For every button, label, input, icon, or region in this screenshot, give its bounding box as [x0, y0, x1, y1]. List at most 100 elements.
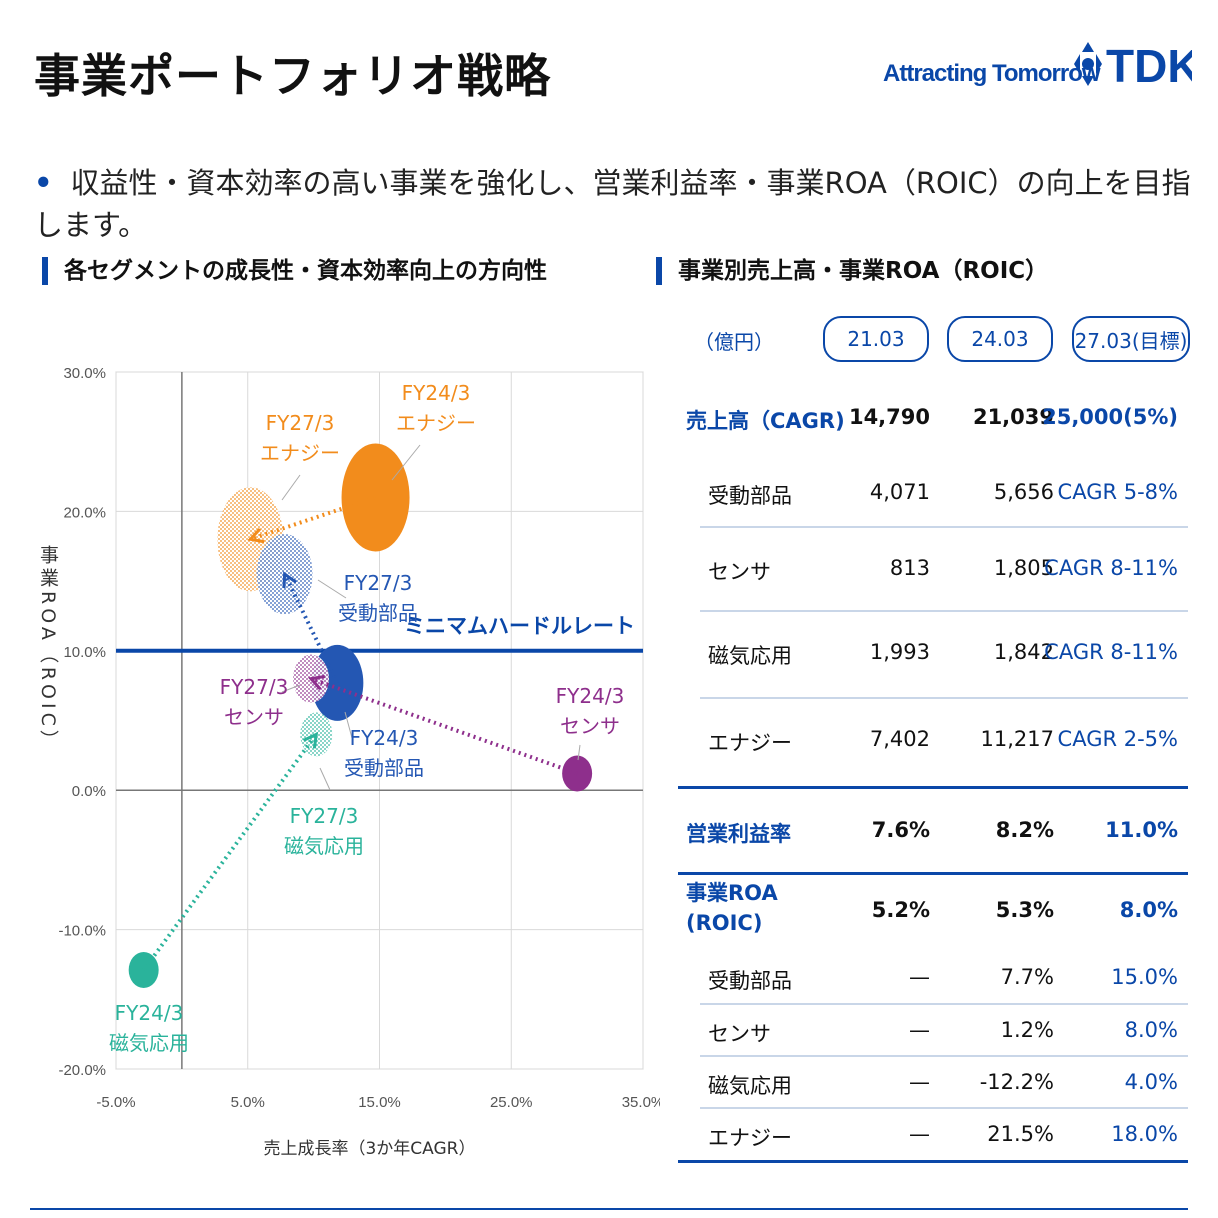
bubble-label-magnetic: 磁気応用: [109, 1031, 189, 1055]
tdk-logo: TDK: [1074, 40, 1192, 90]
column-header-27-03: 27.03(目標): [1072, 316, 1190, 362]
bullet-sentence: 収益性・資本効率の高い事業を強化し、営業利益率・事業ROA（ROIC）の向上を目…: [34, 166, 1191, 242]
y-tick-label: -10.0%: [58, 923, 106, 940]
bubble-label-magnetic: FY24/3: [115, 1001, 184, 1025]
row-label: 営業利益率: [686, 822, 791, 846]
arrow-energy: [249, 495, 377, 542]
cell-27.03(目標): 8.0%: [1119, 898, 1178, 922]
bubble-label-energy: エナジー: [396, 411, 476, 435]
cell-21.03: —: [909, 965, 930, 989]
cell-21.03: —: [909, 1018, 930, 1042]
axes: -5.0% 5.0% 15.0% 25.0% 35.0% 30.0% 20.0% 10.0% 0…: [37, 365, 660, 1159]
page-title: 事業ポートフォリオ戦略: [34, 49, 551, 103]
leader-line: [281, 474, 301, 501]
cell-24.03: 8.2%: [995, 818, 1054, 842]
cell-24.03: 11,217: [980, 727, 1054, 751]
footer-rule: [30, 1208, 1188, 1210]
bubble-label-passive: 受動部品: [344, 756, 424, 780]
row-label: センサ: [708, 560, 771, 584]
arrowhead-energy: [247, 527, 265, 544]
arrow-passive: [282, 573, 340, 684]
row-separator: [700, 1107, 1188, 1109]
cell-27.03(目標): CAGR 5-8%: [1057, 480, 1178, 504]
arrow-sensor: [310, 676, 578, 776]
arrowhead-passive: [282, 571, 297, 589]
row-separator: [700, 697, 1188, 699]
y-tick-label: -20.0%: [58, 1062, 106, 1079]
cell-21.03: —: [909, 1070, 930, 1094]
cell-27.03(目標): CAGR 2-5%: [1057, 727, 1178, 751]
slogan: Attracting Tomorrow: [883, 60, 1101, 87]
bubble-label-passive: 受動部品: [338, 601, 418, 625]
row-label: 磁気応用: [708, 644, 792, 668]
row-label: エナジー: [708, 1126, 792, 1150]
cell-27.03(目標): 8.0%: [1124, 1018, 1178, 1042]
y-tick-label: 10.0%: [63, 644, 106, 661]
leader-line: [344, 711, 353, 739]
right-section-title: 事業別売上高・事業ROA（ROIC）: [656, 257, 1048, 285]
cell-24.03: 5.3%: [995, 898, 1054, 922]
arrowhead-magnetic: [302, 731, 319, 749]
bubble-chart: -5.0% 5.0% 15.0% 25.0% 35.0% 30.0% 20.0% 10.0% 0…: [37, 365, 660, 1159]
x-tick-label: 25.0%: [490, 1094, 533, 1111]
row-separator: [700, 610, 1188, 612]
hurdle-label: ミニマムハードルレート: [404, 614, 635, 638]
row-separator: [700, 526, 1188, 528]
row-separator: [678, 1160, 1188, 1163]
cell-21.03: 7,402: [869, 727, 930, 751]
arrowhead-sensor: [308, 674, 326, 691]
cell-21.03: 14,790: [848, 405, 930, 429]
bubble-label-sensor: FY24/3: [556, 684, 625, 708]
cell-24.03: 1,805: [993, 556, 1054, 580]
x-tick-label: 35.0%: [622, 1094, 660, 1111]
bubble-label-passive: FY27/3: [344, 571, 413, 595]
x-tick-label: -5.0%: [96, 1094, 135, 1111]
cell-21.03: 4,071: [869, 480, 930, 504]
logo-text: TDK: [1106, 40, 1192, 90]
row-label: 売上高（CAGR): [686, 409, 845, 433]
cell-27.03(目標): 18.0%: [1111, 1122, 1178, 1146]
cell-24.03: 5,656: [993, 480, 1054, 504]
cell-24.03: -12.2%: [979, 1070, 1054, 1094]
cell-27.03(目標): 25,000(5%): [1042, 405, 1178, 429]
cell-27.03(目標): CAGR 8-11%: [1044, 640, 1178, 664]
cell-27.03(目標): CAGR 8-11%: [1044, 556, 1178, 580]
bubble-label-energy: エナジー: [260, 441, 340, 465]
direction-arrows: [142, 495, 578, 972]
cell-24.03: 1.2%: [1000, 1018, 1054, 1042]
leader-line: [577, 744, 581, 761]
bubble-label-energy: FY27/3: [266, 411, 335, 435]
row-separator: [678, 786, 1188, 789]
bullet-text: • 収益性・資本効率の高い事業を強化し、営業利益率・事業ROA（ROIC）の向上を…: [34, 160, 1218, 244]
unit-label: （億円）: [694, 330, 774, 354]
x-tick-label: 5.0%: [231, 1094, 265, 1111]
bubble-label-sensor: センサ: [560, 714, 620, 738]
row-separator: [678, 872, 1188, 875]
row-label: センサ: [708, 1022, 771, 1046]
bubble-labels: FY24/3 エナジー FY27/3 エナジー FY24/3 受動部品 FY27/3 受動部品…: [109, 381, 624, 1055]
cell-27.03(目標): 4.0%: [1124, 1070, 1178, 1094]
row-separator: [700, 1003, 1188, 1005]
bubble-energy-FY24-3: [341, 443, 410, 552]
cell-21.03: 813: [889, 556, 930, 580]
y-axis-title: 事業ROA（ROIC）: [37, 545, 59, 753]
bubble-label-sensor: センサ: [224, 705, 284, 729]
cell-21.03: —: [909, 1122, 930, 1146]
bubble-label-magnetic: 磁気応用: [284, 834, 364, 858]
y-tick-label: 30.0%: [63, 365, 106, 382]
cell-21.03: 5.2%: [871, 898, 930, 922]
row-label: 受動部品: [708, 969, 792, 993]
column-header-21-03: 21.03: [823, 316, 929, 362]
cell-24.03: 1,842: [993, 640, 1054, 664]
x-tick-label: 15.0%: [358, 1094, 401, 1111]
cell-27.03(目標): 15.0%: [1111, 965, 1178, 989]
y-tick-label: 20.0%: [63, 504, 106, 521]
leader-line: [281, 684, 301, 693]
bullet-dot: •: [34, 166, 53, 200]
arrow-magnetic: [142, 733, 318, 972]
row-label: 磁気応用: [708, 1074, 792, 1098]
cell-21.03: 1,993: [869, 640, 930, 664]
row-label: エナジー: [708, 731, 792, 755]
bubbles: [128, 443, 593, 989]
cell-21.03: 7.6%: [871, 818, 930, 842]
